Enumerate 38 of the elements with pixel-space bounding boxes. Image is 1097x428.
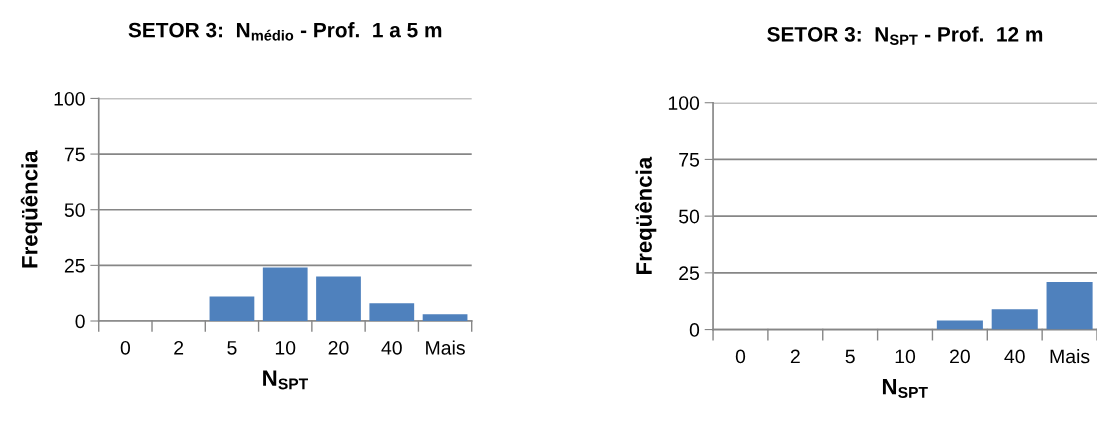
y-tick-label: 50 xyxy=(679,209,700,224)
y-axis-title: Freqüência xyxy=(635,156,657,274)
y-tick-label: 75 xyxy=(679,153,700,167)
x-tick-label: 10 xyxy=(275,340,296,355)
bar xyxy=(262,267,308,321)
y-tick-label: 100 xyxy=(668,96,700,110)
x-tick-label: 0 xyxy=(120,340,131,355)
bar xyxy=(316,276,361,321)
x-tick-label: 40 xyxy=(381,340,402,355)
y-tick-label: 0 xyxy=(689,323,700,337)
bar xyxy=(422,314,468,321)
x-tick-label: 20 xyxy=(950,349,970,364)
bar xyxy=(209,296,255,321)
y-axis-title: Freqüência xyxy=(20,150,42,268)
x-tick-label: 5 xyxy=(227,341,237,355)
bar xyxy=(991,309,1038,330)
x-tick-label: 10 xyxy=(895,349,916,364)
x-tick-label: 2 xyxy=(790,349,800,364)
y-tick-label: 0 xyxy=(75,314,85,329)
y-tick-label: 75 xyxy=(64,147,85,162)
x-tick-label: 20 xyxy=(328,340,349,355)
y-tick-label: 100 xyxy=(54,91,85,106)
x-tick-label: Mais xyxy=(1050,349,1090,364)
chart-title: SETOR 3: N$_{SPT}$ - Prof. 12 m xyxy=(767,26,1043,45)
chart-title: SETOR 3: N$_{médio}$ - Prof. 1 a 5 m xyxy=(128,22,442,41)
x-tick-label: 5 xyxy=(845,349,855,364)
x-tick-label: 2 xyxy=(174,340,184,355)
x-axis-title: N$_{SPT}$ xyxy=(882,379,928,398)
bar xyxy=(369,303,415,321)
y-tick-label: 25 xyxy=(679,266,700,281)
x-tick-label: 40 xyxy=(1004,349,1025,364)
y-tick-label: 50 xyxy=(64,203,85,217)
y-tick-label: 25 xyxy=(64,258,85,273)
x-tick-label: Mais xyxy=(426,340,465,355)
bar xyxy=(936,320,983,330)
bar xyxy=(1046,281,1093,330)
x-tick-label: 0 xyxy=(735,349,746,364)
x-axis-title: N$_{SPT}$ xyxy=(263,370,308,390)
